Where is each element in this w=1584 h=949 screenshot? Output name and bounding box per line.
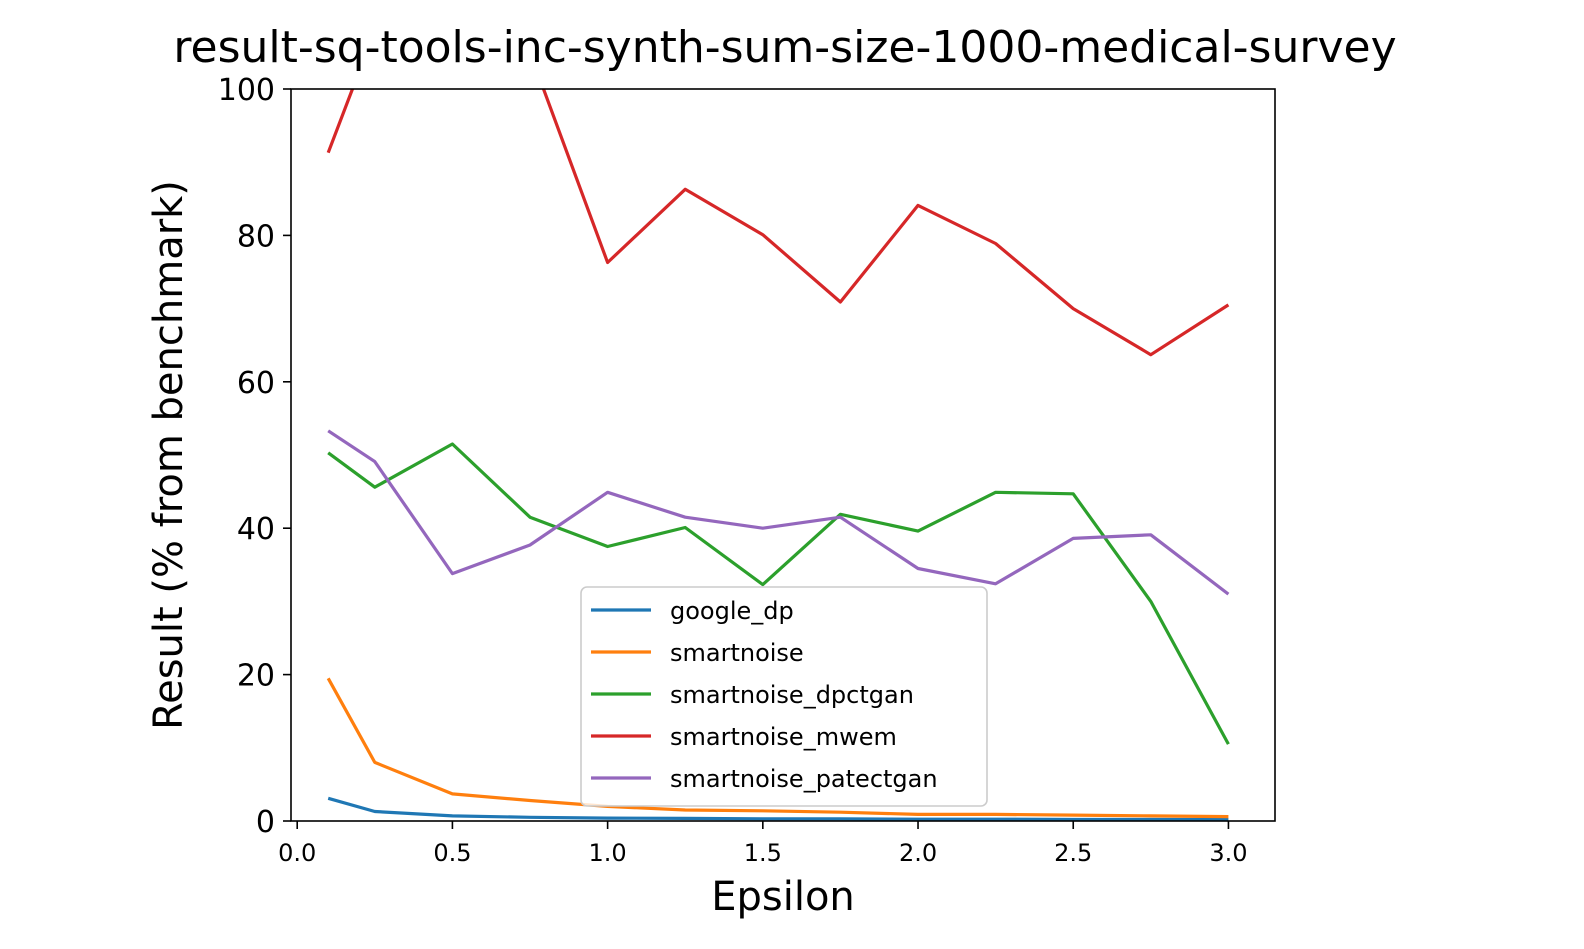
x-tick-label: 1.5 <box>744 839 782 867</box>
series-line-smartnoise-dpctgan <box>327 442 1230 745</box>
legend-label-google-dp: google_dp <box>670 597 794 625</box>
x-tick-label: 0.5 <box>433 839 471 867</box>
legend-box <box>580 586 988 807</box>
x-tick-label: 1.0 <box>589 839 627 867</box>
x-tick-label: 2.5 <box>1054 839 1092 867</box>
series-layer <box>326 89 1230 821</box>
series-line-smartnoise <box>326 677 1229 819</box>
legend-label-smartnoise: smartnoise <box>670 639 804 667</box>
y-axis: 0 20 40 60 80 100 <box>218 73 291 840</box>
legend-label-smartnoise-patectgan: smartnoise_patectgan <box>670 765 938 793</box>
x-tick-label: 2.0 <box>899 839 937 867</box>
series-line-smartnoise-mwem <box>326 89 1230 357</box>
y-axis-label: Result (% from benchmark) <box>146 180 192 730</box>
chart-title: result-sq-tools-inc-synth-sum-size-1000-… <box>173 22 1396 73</box>
x-tick-label: 3.0 <box>1209 839 1247 867</box>
legend-label-smartnoise-mwem: smartnoise_mwem <box>670 723 897 751</box>
x-axis-label: Epsilon <box>711 874 855 920</box>
x-tick-label: 0.0 <box>278 839 316 867</box>
legend-label-smartnoise-dpctgan: smartnoise_dpctgan <box>670 681 914 709</box>
y-tick-label: 20 <box>237 659 275 694</box>
y-tick-label: 40 <box>237 512 275 547</box>
y-tick-label: 80 <box>237 219 275 254</box>
y-tick-label: 100 <box>218 73 275 108</box>
x-axis: 0.0 0.5 1.0 1.5 2.0 2.5 3.0 <box>278 821 1248 867</box>
y-tick-label: 0 <box>256 805 275 840</box>
series-line-smartnoise-patectgan <box>327 429 1230 596</box>
y-tick-label: 60 <box>237 366 275 401</box>
plot-frame <box>290 88 1276 822</box>
series-line-google-dp <box>327 796 1229 821</box>
legend: google_dp smartnoise smartnoise_dpctgansma… <box>580 586 988 807</box>
